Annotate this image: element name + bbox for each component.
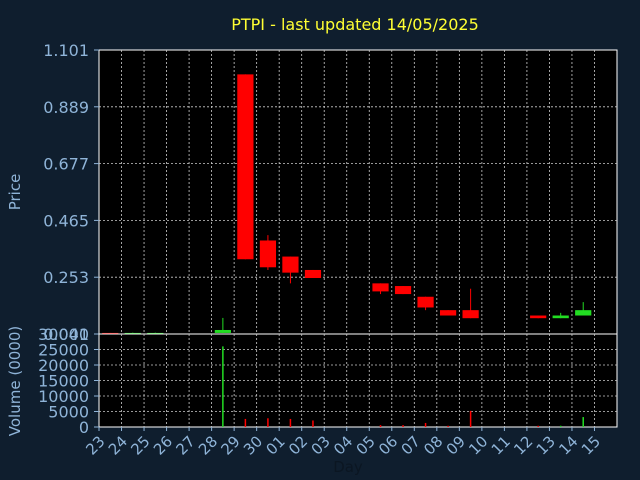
volume-bar: [537, 425, 539, 427]
price-tick-label: 0.465: [43, 211, 89, 230]
candle-body: [282, 256, 299, 273]
price-plot-area: [98, 49, 618, 335]
volume-bar: [469, 410, 472, 427]
volume-bar: [402, 425, 404, 427]
volume-tick-label: 30000: [38, 325, 89, 344]
candle-body: [530, 315, 547, 319]
volume-bar: [559, 425, 562, 427]
volume-bar: [222, 346, 224, 427]
candle-body: [237, 74, 254, 260]
candle-body: [462, 310, 479, 319]
volume-bar: [424, 422, 427, 427]
volume-bar: [289, 418, 292, 427]
candle-body: [372, 283, 389, 292]
price-tick-label: 0.253: [43, 268, 89, 287]
x-axis-label: Day: [333, 458, 363, 476]
volume-bar: [379, 425, 382, 427]
candle-body: [259, 240, 277, 268]
candle-body: [214, 329, 231, 333]
candle-body: [304, 269, 322, 279]
chart-title: PTPI - last updated 14/05/2025: [231, 15, 479, 34]
x-tick-label: 15: [578, 432, 604, 458]
candle-body: [575, 310, 592, 316]
price-tick-label: 1.101: [43, 41, 89, 60]
volume-tick-label: 15000: [38, 372, 89, 391]
volume-tick-label: 10000: [38, 387, 89, 406]
volume-bar: [447, 425, 449, 427]
price-tick-label: 0.677: [43, 155, 89, 174]
volume-tick-label: 0: [79, 418, 89, 437]
x-axis-ticks: 2324252627282930010203040506070809101112…: [82, 427, 604, 459]
candle-body: [439, 310, 457, 316]
candle-body: [417, 296, 434, 308]
price-tick-label: 0.889: [43, 98, 89, 117]
price-tick-label: 0.041: [43, 325, 89, 344]
candle-body: [394, 286, 412, 295]
volume-bar: [582, 417, 584, 427]
volume-tick-label: 5000: [48, 403, 89, 422]
volume-plot-area: [98, 333, 618, 428]
candle-body: [552, 315, 569, 319]
volume-bar: [267, 418, 269, 427]
volume-bar: [244, 418, 247, 427]
price-axis-label: Price: [6, 174, 24, 211]
volume-bar: [312, 420, 314, 427]
price-panel: 1.101 0.889 0.677 0.465 0.253 0.041: [43, 41, 618, 344]
volume-tick-label: 25000: [38, 341, 89, 360]
volume-axis-label: Volume (0000): [6, 326, 24, 436]
volume-tick-label: 20000: [38, 356, 89, 375]
